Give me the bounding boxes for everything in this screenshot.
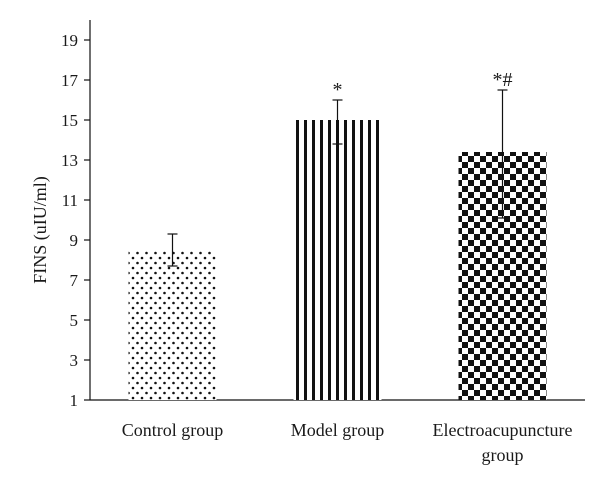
y-axis-title: FINS (uIU/ml) xyxy=(30,176,51,284)
bar-2 xyxy=(293,120,382,400)
y-tick-label: 3 xyxy=(70,351,79,370)
bars xyxy=(128,120,547,400)
y-tick-label: 5 xyxy=(70,311,79,330)
error-bar xyxy=(497,89,508,219)
x-category-label: group xyxy=(482,445,524,465)
x-axis: Control group Model group Electroacupunctu… xyxy=(90,399,585,465)
significance-marker: * xyxy=(333,79,343,101)
x-category-label: Electroacupuncture xyxy=(433,420,573,440)
significance-annotations: * *# xyxy=(333,69,513,101)
x-category-label: Model group xyxy=(291,420,385,440)
x-category-label: Control group xyxy=(122,420,224,440)
y-tick-label: 13 xyxy=(61,151,78,170)
error-bar xyxy=(167,233,178,267)
y-tick-label: 19 xyxy=(61,31,78,50)
y-tick-label: 9 xyxy=(70,231,79,250)
error-bar xyxy=(332,99,343,145)
y-tick-label: 15 xyxy=(61,111,78,130)
y-tick-label: 1 xyxy=(70,391,79,410)
error-bars xyxy=(167,89,508,267)
y-tick-label: 17 xyxy=(61,71,79,90)
y-tick-label: 7 xyxy=(70,271,79,290)
y-tick-label: 11 xyxy=(62,191,78,210)
bar-1 xyxy=(128,250,217,400)
significance-marker: *# xyxy=(493,69,513,91)
